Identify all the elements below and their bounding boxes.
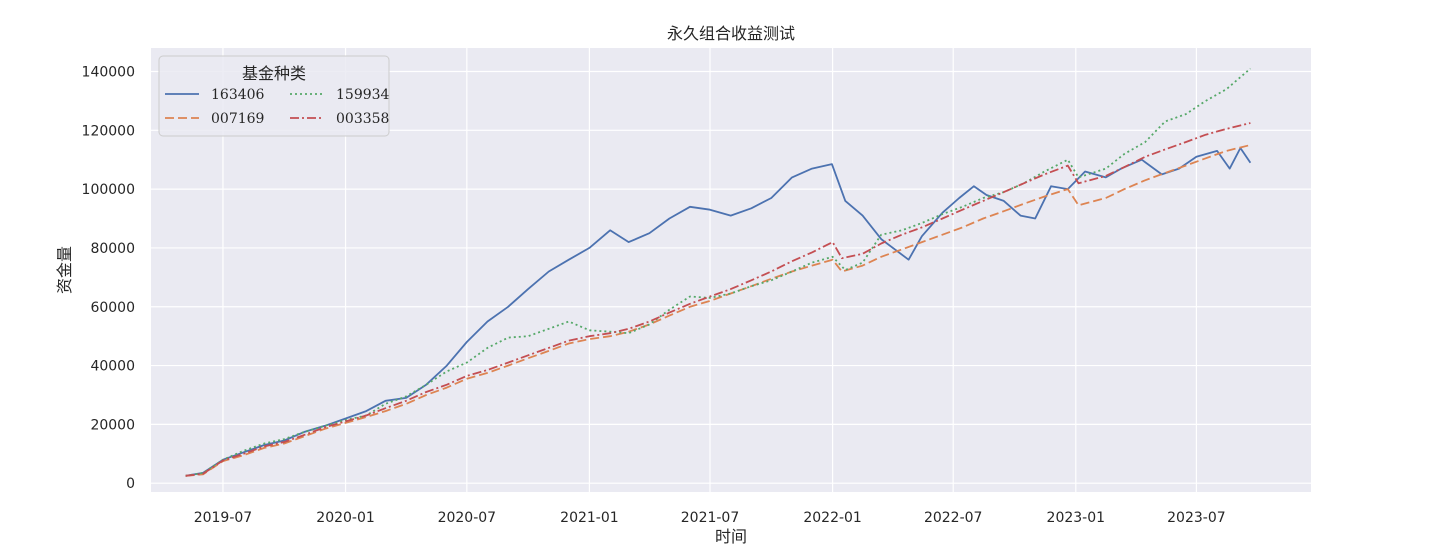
y-tick-label: 120000 <box>82 123 135 139</box>
series-line-159934 <box>185 67 1251 477</box>
legend-label-003358: 003358 <box>336 111 389 127</box>
legend-label-007169: 007169 <box>211 111 264 127</box>
chart-title: 永久组合收益测试 <box>667 24 795 43</box>
y-axis-title: 资金量 <box>55 246 74 294</box>
y-tick-label: 20000 <box>90 417 135 433</box>
x-tick-label: 2021-07 <box>681 510 740 526</box>
x-tick-label: 2022-07 <box>924 510 983 526</box>
y-tick-label: 140000 <box>82 65 135 81</box>
x-tick-label: 2020-01 <box>316 510 375 526</box>
x-axis-title: 时间 <box>715 527 747 546</box>
x-tick-label: 2023-01 <box>1047 510 1106 526</box>
y-tick-label: 40000 <box>90 359 135 375</box>
legend-entries: 163406 159934 007169 003358 <box>165 87 390 127</box>
y-tick-label: 100000 <box>82 182 135 198</box>
y-tick-label: 0 <box>126 476 135 492</box>
series-line-163406 <box>185 147 1252 477</box>
y-tick-label: 80000 <box>90 241 135 257</box>
legend: 基金种类 163406 159934 007169 003358 <box>158 55 390 137</box>
x-tick-label: 2022-01 <box>803 510 862 526</box>
x-tick-label: 2020-07 <box>438 510 497 526</box>
series-line-007169 <box>185 144 1251 477</box>
legend-title: 基金种类 <box>242 64 306 83</box>
x-tick-label: 2019-07 <box>194 510 253 526</box>
x-tick-label: 2023-07 <box>1167 510 1226 526</box>
y-tick-label: 60000 <box>90 300 135 316</box>
x-tick-label: 2021-01 <box>560 510 619 526</box>
legend-box <box>158 55 390 137</box>
legend-label-163406: 163406 <box>211 87 265 103</box>
legend-label-159934: 159934 <box>336 87 390 103</box>
tick-labels: 0 20000 40000 60000 80000 100000 120000 140000 2… <box>82 65 1226 526</box>
series-line-003358 <box>185 122 1251 477</box>
series-layer <box>185 67 1252 477</box>
